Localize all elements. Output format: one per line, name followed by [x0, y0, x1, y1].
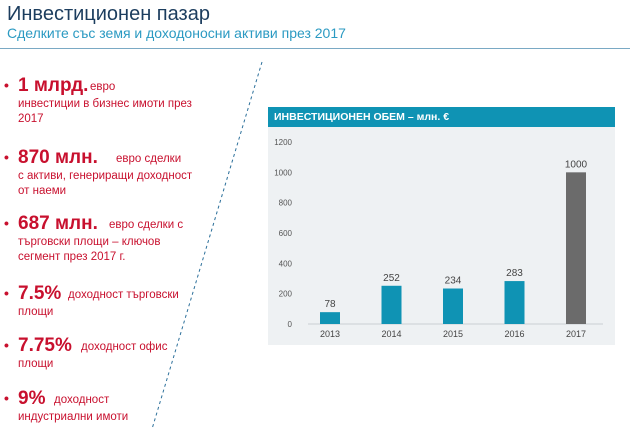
- bullet-icon: •: [4, 285, 9, 301]
- y-tick-label: 200: [279, 290, 293, 299]
- y-tick-label: 1000: [274, 168, 292, 177]
- x-tick-label: 2014: [381, 329, 401, 339]
- data-label: 283: [506, 268, 523, 279]
- data-label: 78: [324, 299, 336, 310]
- bar-2017: [566, 172, 586, 324]
- fact-text: инвестиции в бизнес имоти през 2017: [18, 98, 192, 125]
- page-title: Инвестиционен пазар: [7, 3, 210, 25]
- data-label: 1000: [565, 159, 588, 170]
- data-label: 252: [383, 273, 400, 284]
- chart-plot: 0 200 400 600 800 1000 1200 78 2013 252 2014 234 201…: [274, 138, 603, 339]
- y-tick-label: 400: [279, 259, 293, 268]
- fact-figure: 7.5%: [18, 283, 62, 304]
- fact-figure: 1 млрд.: [18, 75, 89, 96]
- data-label: 234: [445, 276, 462, 287]
- y-tick-label: 1200: [274, 138, 292, 147]
- bullet-icon: •: [4, 149, 9, 165]
- fact-text-first-line: доходност: [54, 394, 110, 406]
- fact-text: площи: [18, 306, 54, 318]
- fact-text-first-line: евро: [90, 81, 116, 93]
- bar-2015: [443, 288, 463, 324]
- bar-2013: [320, 312, 340, 324]
- y-tick-label: 0: [288, 320, 293, 329]
- chart-title: ИНВЕСТИЦИОНЕН ОБЕМ – млн. €: [268, 107, 615, 127]
- investment-volume-chart: ИНВЕСТИЦИОНЕН ОБЕМ – млн. € 0 200 400 600 80…: [268, 107, 615, 345]
- x-tick-label: 2013: [320, 329, 340, 339]
- x-tick-label: 2017: [566, 329, 586, 339]
- fact-figure: 687 млн.: [18, 213, 98, 234]
- fact-text: с активи, генериращи доходност от наеми: [18, 170, 193, 197]
- fact-text: площи: [18, 358, 54, 370]
- fact-figure: 9%: [18, 388, 46, 409]
- fact-text: търговски площи – ключов сегмент през 20…: [18, 236, 161, 263]
- fact-text: индустриални имоти: [18, 411, 129, 423]
- fact-text-first-line: евро сделки: [116, 153, 182, 165]
- fact-text-first-line: евро сделки с: [109, 219, 184, 231]
- x-tick-label: 2015: [443, 329, 463, 339]
- header-divider: [0, 48, 630, 49]
- bullet-icon: •: [4, 77, 9, 93]
- bullet-icon: •: [4, 215, 9, 231]
- fact-figure: 7.75%: [18, 335, 72, 356]
- page-subtitle: Сделките със земя и доходоносни активи п…: [7, 25, 346, 41]
- y-tick-label: 600: [279, 229, 293, 238]
- fact-text-first-line: доходност търговски: [68, 289, 179, 301]
- fact-figure: 870 млн.: [18, 147, 98, 168]
- key-facts-list: • 1 млрд. евро инвестиции в бизнес имоти…: [0, 0, 260, 429]
- bullet-icon: •: [4, 337, 9, 353]
- y-tick-label: 800: [279, 199, 293, 208]
- fact-text-first-line: доходност офис: [81, 341, 168, 353]
- bar-2016: [504, 281, 525, 324]
- bar-2014: [381, 285, 402, 324]
- bullet-icon: •: [4, 390, 9, 406]
- x-tick-label: 2016: [504, 329, 524, 339]
